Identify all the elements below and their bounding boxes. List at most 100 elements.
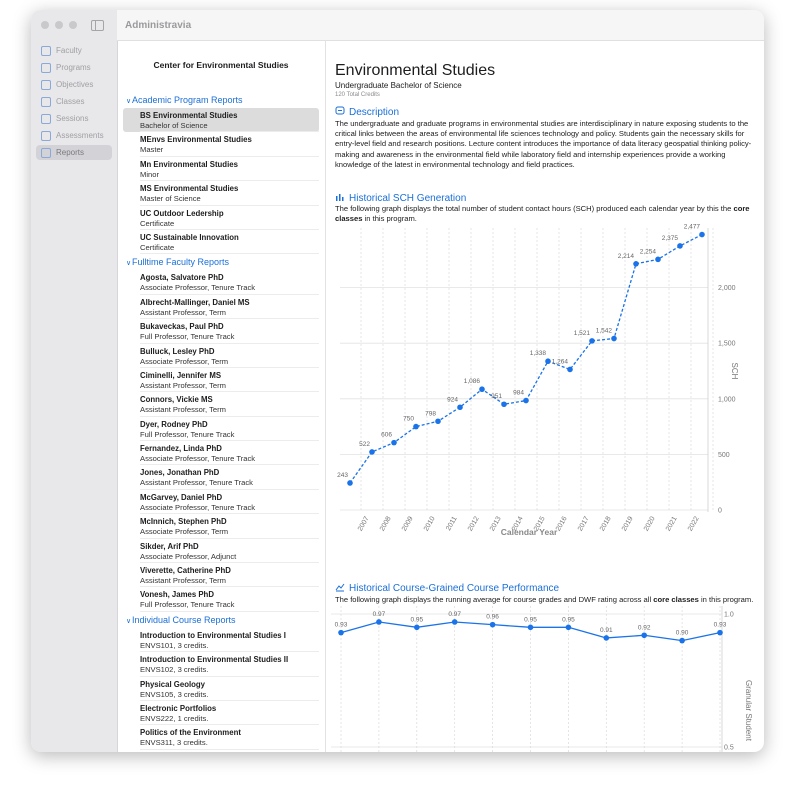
x-tick-label: 2021 <box>665 515 679 532</box>
close-button[interactable] <box>41 21 49 29</box>
value-label: 0.91 <box>600 627 613 634</box>
list-row[interactable]: Dyer, Rodney PhD Full Professor, Tenure T… <box>123 417 319 442</box>
list-row[interactable]: MEnvs Environmental Studies Master <box>123 132 319 158</box>
sidebar-label: Reports <box>56 148 85 157</box>
value-label: 1,338 <box>530 350 547 357</box>
sidebar-item[interactable]: Classes <box>36 94 112 109</box>
row-detail: Associate Professor, Term <box>140 527 229 537</box>
list-row[interactable]: BS Environmental Studies Bachelor of Scie… <box>123 108 319 133</box>
icon <box>41 80 51 90</box>
section-header[interactable]: ∨Academic Program Reports <box>123 92 319 108</box>
icon <box>41 148 51 158</box>
sidebar-item[interactable]: Reports <box>36 145 112 160</box>
row-detail: Associate Professor, Adjunct <box>140 551 237 561</box>
value-label: 522 <box>359 441 370 448</box>
row-detail: Associate Professor, Tenure Track <box>140 502 256 512</box>
list-row[interactable]: MS Environmental Studies Master of Scienc… <box>123 181 319 206</box>
chevron: ∨ <box>126 260 132 268</box>
sidebar-item[interactable]: Assessments <box>36 128 112 143</box>
list-row[interactable]: Vonesh, James PhD Full Professor, Tenure … <box>123 587 319 613</box>
point <box>655 256 661 263</box>
paragraph: The following graph displays the total n… <box>335 204 760 224</box>
value-label: 798 <box>425 410 436 417</box>
value-label: 2,214 <box>618 253 635 260</box>
y-tick-label: 500 <box>718 452 730 459</box>
value-label: 951 <box>491 393 502 400</box>
row-name: BS Environmental Studies <box>140 111 238 120</box>
sidebar-item[interactable]: Objectives <box>36 77 112 92</box>
point <box>451 619 458 625</box>
text: The following graph displays the total n… <box>335 204 734 213</box>
text: in this program. <box>362 214 417 224</box>
point <box>527 624 534 631</box>
row-detail: Master <box>140 145 164 155</box>
list-row[interactable]: Physical Geology ENVS105, 3 credits. <box>123 677 319 702</box>
x-axis-label: Calendar Year <box>501 527 558 537</box>
row-name: Introduction to Environmental Studies I <box>140 630 286 640</box>
point <box>489 621 496 628</box>
value-label: 0.93 <box>714 622 727 629</box>
row-detail: Assistant Professor, Term <box>140 380 226 390</box>
row-name: McGarvey, Daniel PhD <box>140 492 223 502</box>
zoom-button[interactable] <box>69 21 77 29</box>
row-name: Jones, Jonathan PhD <box>140 468 220 478</box>
row-name: Connors, Vickie MS <box>140 395 213 405</box>
row-detail: Assistant Professor, Term <box>140 307 226 317</box>
y-tick-label: 1,500 <box>718 341 736 348</box>
section-header[interactable]: ∨Individual Course Reports <box>123 612 319 628</box>
sidebar-item[interactable]: Faculty <box>36 43 112 58</box>
list-row[interactable]: Politics of the Environment ENVS311, 3 cr… <box>123 725 319 751</box>
x-tick-label: 2017 <box>577 515 591 532</box>
list-row[interactable]: Introduction to Environmental Studies II… <box>123 652 319 677</box>
point <box>376 619 382 625</box>
list-row[interactable]: Agosta, Salvatore PhD Associate Professor… <box>123 270 319 296</box>
sidebar: Faculty Programs Objectives Classes Sessions… <box>31 10 118 752</box>
sidebar-label: Objectives <box>56 80 94 89</box>
sidebar-item[interactable]: Sessions <box>36 111 112 126</box>
list-row[interactable]: Jones, Jonathan PhD Assistant Professor, … <box>123 465 319 491</box>
value-label: 0.90 <box>676 630 689 637</box>
row-name: Politics of the Environment <box>140 728 241 738</box>
list-row[interactable]: Electronic Portfolios ENVS222, 1 credits. <box>123 701 319 726</box>
list-row[interactable]: Connors, Vickie MS Assistant Professor, T… <box>123 392 319 418</box>
point <box>338 629 344 636</box>
list-row[interactable]: Albrecht-Mallinger, Daniel MS Assistant P… <box>123 295 319 320</box>
sidebar-toggle[interactable] <box>91 20 104 31</box>
row-name: UC Outdoor Ledership <box>140 208 224 218</box>
list-row[interactable]: McGarvey, Daniel PhD Associate Professor,… <box>123 490 319 515</box>
section-heading: Historical Course-Grained Course Perform… <box>335 582 559 594</box>
sidebar-item[interactable]: Programs <box>36 60 112 75</box>
list-row[interactable]: Bulluck, Lesley PhD Associate Professor, … <box>123 344 319 369</box>
list-row[interactable]: Mn Environmental Studies Minor <box>123 157 319 182</box>
x-tick-label: 2018 <box>599 515 613 532</box>
icon <box>41 63 51 73</box>
section-header[interactable]: ∨Fulltime Faculty Reports <box>123 254 319 270</box>
detail-title: Environmental Studies <box>335 62 496 79</box>
value-label: 0.93 <box>335 622 348 629</box>
heading-text: Historical Course-Grained Course Perform… <box>349 583 560 594</box>
list-row[interactable]: Ciminelli, Jennifer MS Assistant Professo… <box>123 368 319 393</box>
list-row[interactable]: Fernandez, Linda PhD Associate Professor,… <box>123 441 319 466</box>
point <box>457 404 463 411</box>
list-row[interactable]: UC Sustainable Innovation Certificate <box>123 230 319 255</box>
sidebar-label: Programs <box>56 63 91 72</box>
list-row[interactable]: Viverette, Catherine PhD Assistant Profes… <box>123 563 319 588</box>
x-tick-label: 2009 <box>401 515 415 532</box>
point <box>501 401 507 408</box>
sidebar-label: Sessions <box>56 114 89 123</box>
value-label: 0.97 <box>448 611 461 618</box>
value-label: 0.92 <box>638 624 651 631</box>
row-detail: Assistant Professor, Tenure Track <box>140 478 253 488</box>
list-row[interactable]: Bukaveckas, Paul PhD Full Professor, Tenu… <box>123 319 319 344</box>
minimize-button[interactable] <box>55 21 63 29</box>
row-name: Introduction to Environmental Studies II <box>140 655 289 665</box>
list-row[interactable]: UC Outdoor Ledership Certificate <box>123 206 319 231</box>
list-row[interactable]: Sikder, Arif PhD Associate Professor, Adj… <box>123 539 319 564</box>
text-bold: core classes <box>653 595 699 604</box>
value-label: 2,477 <box>684 224 701 231</box>
point <box>699 231 705 238</box>
list-row[interactable]: McInnich, Stephen PhD Associate Professor… <box>123 514 319 540</box>
point <box>677 243 683 249</box>
list-header: Center for Environmental Studies <box>153 60 289 70</box>
